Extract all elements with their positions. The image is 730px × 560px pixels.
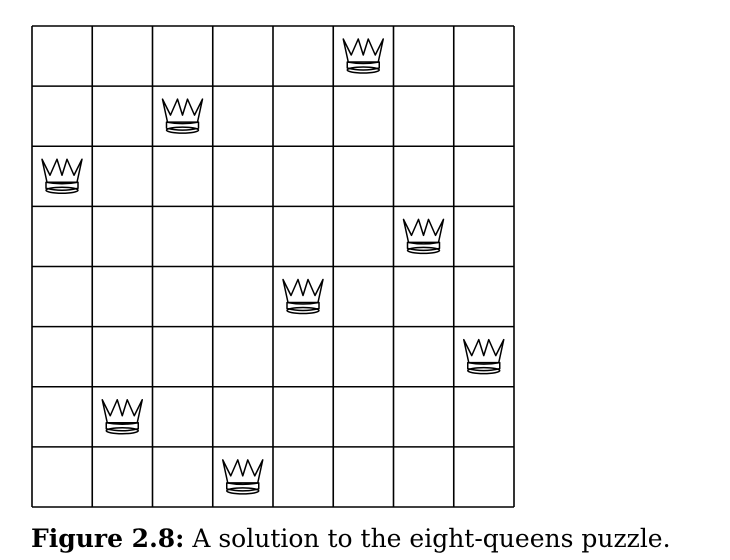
board-grid xyxy=(31,25,515,508)
figure-caption: Figure 2.8: A solution to the eight-quee… xyxy=(31,524,671,553)
queens xyxy=(41,38,505,495)
chessboard xyxy=(31,25,515,508)
figure-label: Figure 2.8: xyxy=(31,524,185,553)
queen-icon xyxy=(101,399,143,435)
queen-icon xyxy=(342,38,384,74)
queen-icon xyxy=(463,338,505,375)
queen-icon xyxy=(222,459,264,495)
queen-icon xyxy=(161,98,204,134)
queen-icon xyxy=(41,158,83,194)
queen-icon xyxy=(402,218,445,255)
queen-icon xyxy=(282,278,324,315)
caption-text: A solution to the eight-queens puzzle. xyxy=(184,524,671,553)
